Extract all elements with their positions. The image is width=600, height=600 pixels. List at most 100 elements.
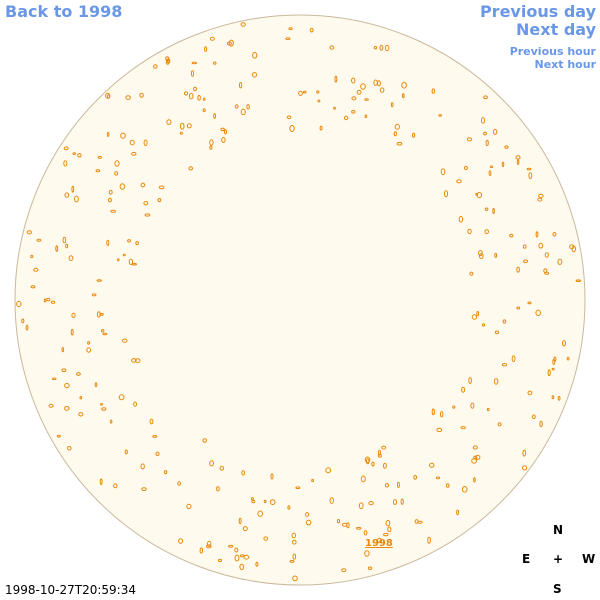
speck <box>553 356 557 362</box>
speck <box>79 396 83 400</box>
speck <box>241 470 246 476</box>
speck <box>427 536 431 544</box>
next-day-link[interactable]: Next day <box>516 20 596 39</box>
speck <box>287 505 291 510</box>
speck <box>543 268 548 274</box>
speck <box>364 550 370 557</box>
speck <box>467 228 472 235</box>
compass-west: W <box>582 552 596 566</box>
speck <box>396 141 403 146</box>
speck <box>166 58 171 64</box>
next-hour-link[interactable]: Next hour <box>534 58 597 71</box>
speck <box>488 170 492 176</box>
year-link[interactable]: 1998 <box>365 538 393 549</box>
speck <box>61 347 65 353</box>
speck <box>86 347 92 353</box>
speck <box>360 83 366 90</box>
speck <box>114 160 120 167</box>
speck <box>494 330 500 335</box>
speck <box>46 297 51 302</box>
speck <box>55 245 59 252</box>
speck <box>575 279 582 283</box>
speck <box>295 486 301 490</box>
speck <box>179 131 183 135</box>
speck <box>292 553 297 560</box>
speck <box>329 497 334 504</box>
speck <box>221 136 226 143</box>
speck <box>460 426 466 430</box>
speck <box>458 215 464 223</box>
speck <box>239 82 243 89</box>
speck <box>252 72 257 78</box>
speck <box>178 538 184 544</box>
speck <box>140 182 146 188</box>
speck <box>484 229 490 235</box>
speck <box>228 544 234 548</box>
speck <box>64 383 70 389</box>
speck <box>240 108 246 116</box>
back-link[interactable]: Back to 1998 <box>5 2 123 21</box>
speck <box>106 239 110 246</box>
speck <box>292 539 297 545</box>
speck <box>440 168 446 176</box>
speck <box>429 462 435 468</box>
speck <box>97 155 102 159</box>
speck <box>155 451 160 456</box>
speck <box>106 94 111 99</box>
speck <box>527 390 533 396</box>
speck <box>239 563 245 571</box>
speck <box>479 253 484 260</box>
previous-hour-link[interactable]: Previous hour <box>509 45 596 58</box>
speck <box>522 449 527 457</box>
speck <box>336 519 341 524</box>
speck <box>497 422 502 427</box>
speck <box>557 258 563 265</box>
speck <box>118 394 125 401</box>
speck <box>62 236 67 244</box>
speck <box>193 86 197 92</box>
speck <box>305 512 310 517</box>
speck <box>228 39 234 47</box>
speck <box>364 114 368 119</box>
speck <box>363 530 368 536</box>
compass-south: S <box>553 582 562 596</box>
speck <box>481 323 486 327</box>
speck <box>217 558 223 563</box>
speck <box>537 197 543 202</box>
speck <box>213 61 217 65</box>
speck <box>209 36 215 41</box>
speck <box>483 131 487 136</box>
speck <box>552 232 557 237</box>
speck <box>385 520 391 527</box>
speck <box>392 499 398 505</box>
speck <box>319 125 323 131</box>
speck <box>177 481 182 486</box>
speck <box>393 131 397 137</box>
speck <box>166 119 172 125</box>
speck <box>64 192 70 198</box>
speck <box>129 139 135 146</box>
speck <box>485 139 489 147</box>
speck <box>77 153 82 158</box>
speck <box>197 95 201 101</box>
speck <box>569 244 575 249</box>
speck <box>355 526 362 530</box>
speck <box>48 403 54 408</box>
speck <box>440 411 444 418</box>
speck <box>382 462 387 469</box>
compass-east: E <box>522 552 531 566</box>
speck <box>70 328 74 336</box>
previous-day-link[interactable]: Previous day <box>479 2 596 21</box>
speck <box>343 115 349 121</box>
speck <box>472 445 478 450</box>
speck <box>486 407 490 412</box>
speck <box>475 454 481 460</box>
speck <box>179 122 185 130</box>
speck <box>356 89 362 95</box>
speck <box>101 329 105 333</box>
speck <box>358 502 364 510</box>
speck <box>473 477 476 483</box>
speck <box>373 46 378 50</box>
speck <box>341 568 347 573</box>
